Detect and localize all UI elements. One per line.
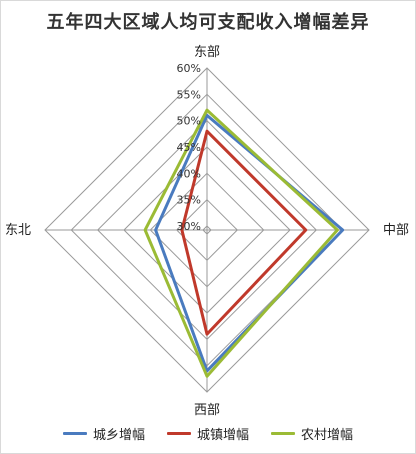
axis-label-3: 东北	[5, 223, 31, 238]
tick-label-4: 50%	[177, 115, 201, 128]
legend-item-series-1: 城镇增幅	[166, 424, 249, 443]
tick-label-1: 35%	[177, 194, 201, 207]
legend-swatch-series-2	[271, 431, 295, 435]
axis-label-2: 西部	[194, 403, 220, 418]
tick-label-6: 60%	[177, 62, 201, 75]
chart-legend: 城乡增幅 城镇增幅 农村增幅	[0, 423, 416, 443]
legend-label-series-1: 城镇增幅	[196, 427, 249, 443]
legend-item-series-0: 城乡增幅	[62, 424, 145, 443]
legend-label-series-0: 城乡增幅	[92, 427, 145, 443]
legend-label-series-2: 农村增幅	[301, 427, 354, 443]
legend-swatch-series-0	[62, 431, 87, 435]
tick-label-2: 40%	[177, 167, 201, 180]
tick-label-5: 55%	[177, 88, 201, 101]
legend-swatch-series-1	[166, 431, 191, 435]
series-line-2	[143, 108, 339, 378]
chart-title: 五年四大区域人均可支配收入增幅差异	[46, 12, 370, 33]
legend-item-series-2: 农村增幅	[271, 424, 353, 443]
axis-label-0: 东部	[194, 45, 220, 60]
axis-label-1: 中部	[383, 223, 409, 238]
tick-label-3: 45%	[177, 141, 201, 154]
tick-label-0: 30%	[177, 220, 201, 233]
